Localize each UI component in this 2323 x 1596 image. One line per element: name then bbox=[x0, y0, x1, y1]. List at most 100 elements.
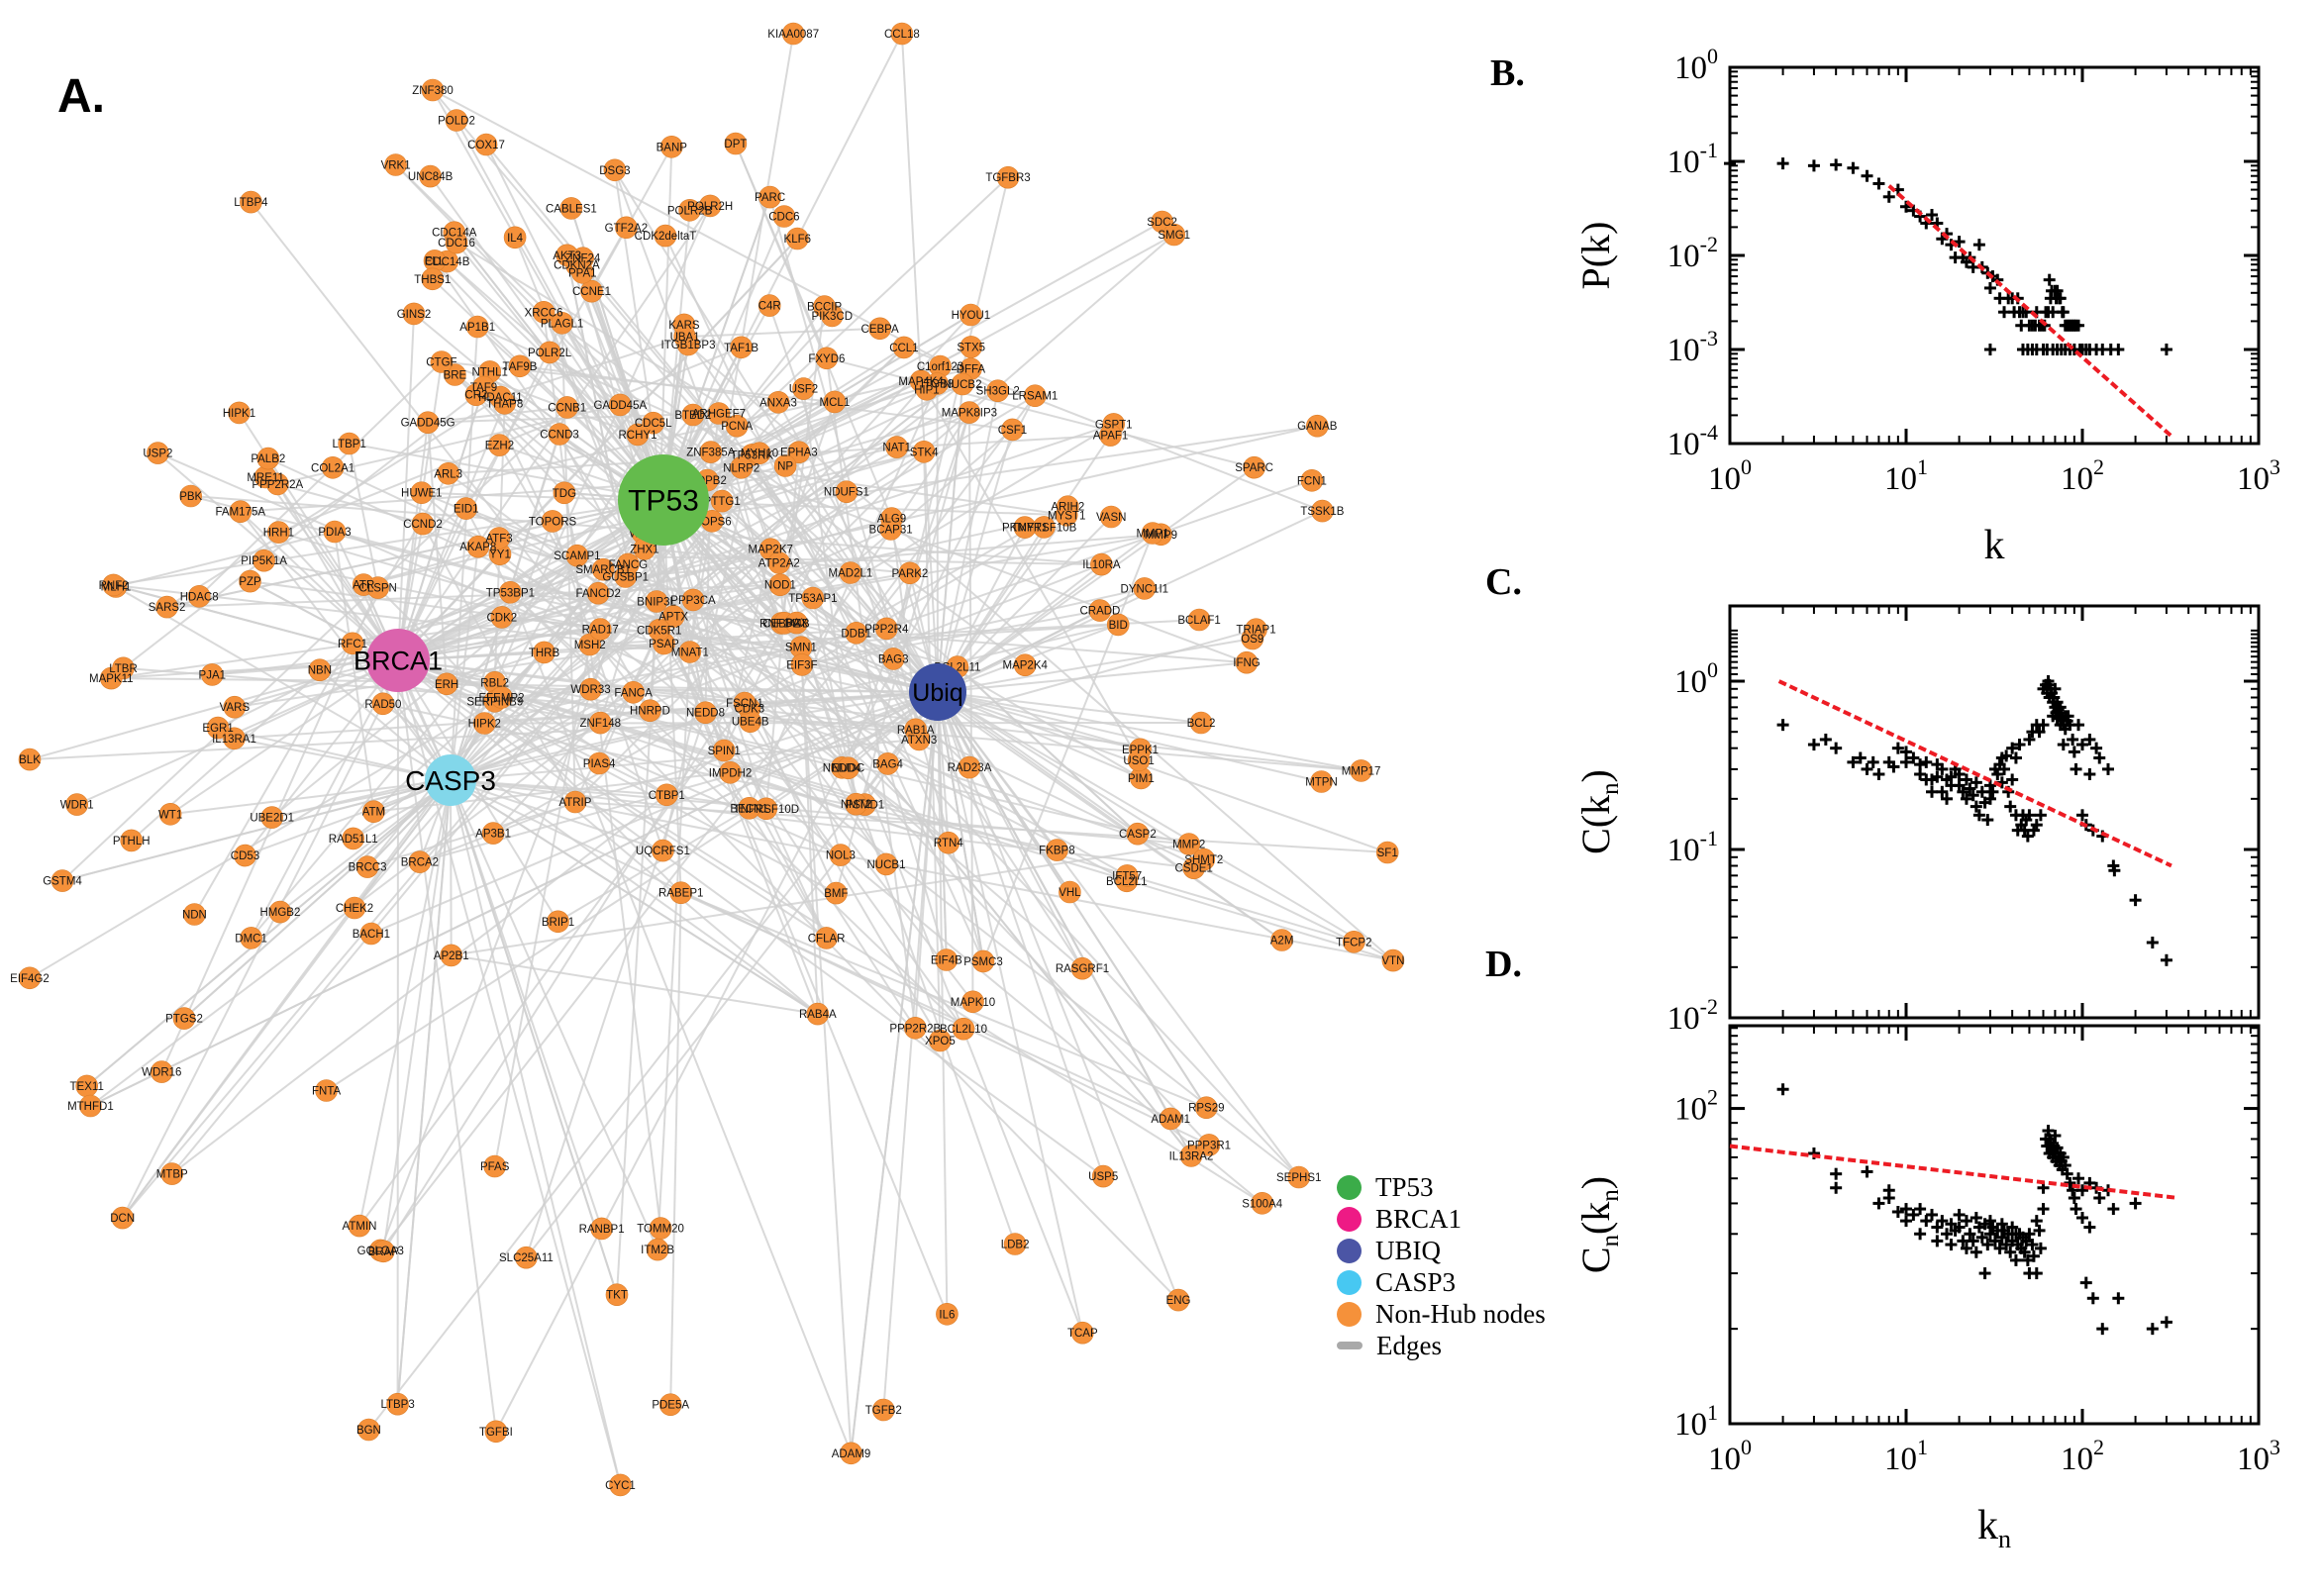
hub-node bbox=[909, 663, 966, 721]
network-node-label: LTBP1 bbox=[333, 439, 366, 450]
network-node bbox=[1059, 880, 1081, 904]
network-node-label: HUWE1 bbox=[401, 488, 443, 500]
network-node-label: THAP8 bbox=[486, 398, 523, 410]
network-node bbox=[1245, 618, 1267, 642]
network-node-label: CCL1 bbox=[889, 343, 918, 354]
network-node-label: TRIAP1 bbox=[1236, 625, 1275, 637]
network-node bbox=[308, 658, 332, 682]
network-node bbox=[758, 294, 781, 317]
network-node-label: PARK2 bbox=[891, 568, 928, 580]
network-node bbox=[1287, 1165, 1310, 1189]
network-node bbox=[18, 748, 42, 771]
network-node-label: ITGB8 bbox=[921, 379, 954, 391]
network-node bbox=[654, 224, 677, 248]
network-node-label: NEDD8 bbox=[686, 708, 725, 720]
network-node-label: RAB1A bbox=[897, 725, 935, 737]
network-edge bbox=[113, 499, 664, 586]
network-node-label: MYH10 bbox=[741, 449, 778, 460]
network-node-label: ZHX1 bbox=[630, 544, 658, 555]
network-node bbox=[840, 1442, 862, 1465]
network-node-label: RBL2 bbox=[480, 677, 509, 689]
network-node bbox=[445, 109, 468, 132]
network-node-label: DMC1 bbox=[235, 933, 267, 945]
network-node bbox=[1300, 468, 1324, 492]
panel-c-label: C. bbox=[1485, 561, 1522, 603]
network-node-label: IL13RA1 bbox=[212, 734, 256, 746]
network-node-label: A2M bbox=[1270, 936, 1294, 948]
network-node bbox=[508, 354, 532, 378]
network-node-label: SERPINB9 bbox=[466, 696, 523, 708]
network-node bbox=[1243, 455, 1265, 479]
network-node bbox=[503, 226, 527, 249]
network-node-label: UBE2D1 bbox=[250, 813, 294, 825]
network-node bbox=[587, 751, 611, 775]
network-node bbox=[1166, 1288, 1190, 1312]
network-edge bbox=[450, 779, 1210, 1147]
network-edge bbox=[432, 89, 664, 501]
network-node bbox=[845, 621, 868, 645]
network-node bbox=[402, 302, 426, 326]
network-edge bbox=[937, 638, 1253, 693]
network-node bbox=[556, 244, 579, 267]
network-node-label: LTBP3 bbox=[380, 1399, 414, 1411]
network-node-label: ZNF148 bbox=[580, 718, 622, 730]
network-edge bbox=[169, 779, 452, 816]
network-edge bbox=[263, 559, 601, 631]
network-legend: TP53 BRCA1 UBIQ CASP3 Non-Hub nodes Edges bbox=[1337, 1171, 1546, 1361]
network-node bbox=[1088, 599, 1112, 622]
network-node bbox=[472, 712, 496, 735]
network-edge bbox=[937, 691, 1084, 1334]
network-node bbox=[615, 216, 638, 240]
network-node-label: BRIP1 bbox=[542, 917, 574, 929]
network-node bbox=[79, 1094, 102, 1118]
legend-label: Non-Hub nodes bbox=[1375, 1298, 1546, 1329]
network-edge bbox=[936, 383, 939, 693]
network-node-label: BRCC3 bbox=[349, 862, 387, 874]
network-node bbox=[490, 606, 514, 629]
network-node-label: VRK1 bbox=[381, 160, 411, 172]
network-edge bbox=[662, 196, 771, 501]
network-node-label: CDK2deltaT bbox=[635, 231, 697, 243]
network-node-label: ATXN3 bbox=[901, 735, 937, 747]
network-edge bbox=[450, 521, 554, 781]
legend-label: TP53 bbox=[1375, 1171, 1434, 1202]
network-node bbox=[355, 855, 379, 878]
network-panel: TP53RK KIAA0087 THAP8 CDC14B CDC14A DSG3 NTHL1… bbox=[10, 22, 1404, 1497]
network-edge bbox=[217, 727, 452, 781]
network-node bbox=[694, 701, 717, 725]
network-node-label: XPO5 bbox=[925, 1036, 956, 1047]
network-edge bbox=[937, 691, 1139, 836]
network-node bbox=[678, 199, 701, 222]
network-node bbox=[659, 136, 683, 158]
network-node-label: ARL3 bbox=[434, 468, 462, 480]
network-node-label: ANXA3 bbox=[759, 397, 797, 409]
network-node-label: CSDE1 bbox=[1175, 863, 1213, 875]
network-node-label: RFC1 bbox=[338, 639, 367, 650]
network-node-label: NDUFS1 bbox=[824, 487, 869, 499]
network-node bbox=[960, 303, 982, 327]
network-node-label: AKAP8 bbox=[459, 542, 496, 553]
network-node bbox=[362, 800, 385, 824]
network-node bbox=[1090, 552, 1113, 576]
network-node bbox=[758, 185, 781, 209]
network-edge bbox=[450, 779, 659, 1250]
network-node bbox=[419, 164, 442, 188]
tick-label: 101 bbox=[1884, 1435, 1928, 1477]
tick-label: 101 bbox=[1884, 454, 1928, 497]
network-node-label: EIF3F bbox=[786, 659, 817, 671]
network-edge bbox=[450, 779, 1189, 846]
network-node-label: BCL2L10 bbox=[940, 1024, 987, 1036]
network-node-label: SPIN1 bbox=[708, 746, 741, 757]
network-edge bbox=[662, 499, 682, 893]
network-node bbox=[102, 573, 125, 597]
network-node-label: GUSBP1 bbox=[602, 572, 649, 584]
network-node bbox=[681, 588, 705, 612]
network-node-label: THBS1 bbox=[414, 274, 451, 286]
network-node-label: ELL bbox=[425, 255, 446, 267]
network-node bbox=[50, 869, 74, 892]
network-node bbox=[421, 267, 445, 291]
network-node bbox=[605, 1283, 629, 1306]
network-node bbox=[490, 686, 513, 709]
network-node-label: NOD1 bbox=[764, 580, 796, 592]
